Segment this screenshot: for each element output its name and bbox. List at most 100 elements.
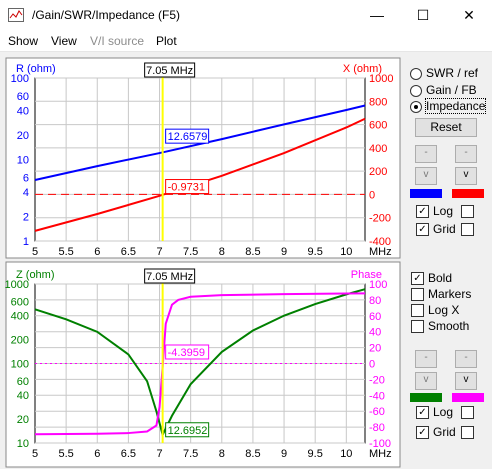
top-grid2-box[interactable] [461, 223, 474, 236]
bottom-marker-label-box [144, 268, 196, 284]
bottom-x-tick-label: 5.5 [58, 448, 73, 460]
top-grid-checkbox[interactable]: ✓ Grid [416, 222, 456, 237]
app-icon [8, 8, 24, 22]
z-color-swatch[interactable] [410, 393, 442, 402]
menu-bar: Show View V/I source Plot [0, 31, 492, 52]
markers-checkbox[interactable]: Markers [411, 287, 471, 302]
top-log-box[interactable]: ✓ [416, 205, 429, 219]
bottom-y-tick-label: 600 [11, 297, 29, 309]
z-shift-button[interactable]: v [415, 372, 437, 390]
bottom-y2-tick-label: -40 [369, 390, 385, 402]
x-color-swatch[interactable] [452, 189, 484, 198]
charts-area[interactable]: 5 5.5 6 6.5 7 7.5 8 8.5 9 9.5 10 MHz-400-2000200400… [0, 52, 405, 469]
bottom-y2-tick-label: -20 [369, 374, 385, 386]
phase-scale-up-button[interactable]: - [455, 350, 477, 368]
bottom-x-axis-label: MHz [369, 448, 392, 460]
radio-impedance[interactable]: Impedance [410, 98, 487, 114]
top-log2-box[interactable] [461, 205, 474, 218]
bold-checkbox[interactable]: ✓ Bold [411, 271, 453, 286]
maximize-icon[interactable]: ☐ [416, 7, 430, 23]
bottom-readout-value: 12.6952 [168, 425, 208, 437]
top-x-tick-label: 8.5 [245, 246, 260, 258]
radio-impedance-dot[interactable] [410, 100, 422, 113]
bottom-grid-box[interactable]: ✓ [416, 426, 429, 440]
x-shift-button[interactable]: v [455, 167, 477, 185]
bottom-grid-checkbox[interactable]: ✓ Grid [416, 425, 456, 440]
z-series-line [34, 288, 366, 438]
bottom-x-tick-label: 5 [32, 448, 38, 460]
top-y2-tick-label: 800 [369, 96, 387, 108]
top-y2-tick-label: -400 [369, 236, 391, 248]
bold-box[interactable]: ✓ [411, 272, 424, 286]
top-x-tick-label: 7 [156, 246, 162, 258]
logx-label: Log X [428, 303, 460, 317]
bottom-y2-tick-label: 100 [369, 279, 387, 291]
z-scale-up-button[interactable]: - [415, 350, 437, 368]
top-x-tick-label: 9 [281, 246, 287, 258]
top-grid-label: Grid [433, 222, 456, 236]
bottom-y-tick-label: 200 [11, 335, 29, 347]
bottom-y-tick-label: 20 [17, 414, 29, 426]
smooth-box[interactable] [411, 320, 424, 334]
smooth-checkbox[interactable]: Smooth [411, 319, 470, 334]
logx-checkbox[interactable]: Log X [411, 303, 460, 318]
top-x-tick-label: 5 [32, 246, 38, 258]
bottom-log-checkbox[interactable]: ✓ Log [416, 405, 454, 420]
top-y-tick-label: 60 [17, 91, 29, 103]
radio-gain-fb-dot[interactable] [410, 84, 422, 97]
bottom-y2-tick-label: 60 [369, 311, 381, 323]
r-series-line [34, 104, 366, 181]
smooth-label: Smooth [428, 319, 470, 333]
bottom-x-tick-label: 8 [219, 448, 225, 460]
radio-gain-fb[interactable]: Gain / FB [410, 83, 477, 97]
top-readout-box [165, 128, 210, 144]
markers-box[interactable] [411, 288, 424, 302]
radio-swr-ref[interactable]: SWR / ref [410, 66, 478, 80]
bottom-log-label: Log [433, 405, 454, 419]
top-y2-tick-label: 200 [369, 166, 387, 178]
bottom-log2-box[interactable] [461, 406, 474, 419]
top-plot-area [34, 77, 366, 242]
bottom-y2-tick-label: 80 [369, 295, 381, 307]
bottom-x-tick-label: 7 [156, 448, 162, 460]
r-shift-button[interactable]: v [415, 167, 437, 185]
bottom-x-tick-label: 7.5 [183, 448, 198, 460]
minimize-icon[interactable]: — [370, 7, 384, 23]
menu-view[interactable]: View [51, 34, 77, 48]
reset-button[interactable]: Reset [415, 118, 477, 137]
radio-impedance-label: Impedance [424, 98, 487, 114]
r-color-swatch[interactable] [410, 189, 442, 198]
top-x-tick-label: 8 [219, 246, 225, 258]
top-y-tick-label: 2 [23, 211, 29, 223]
logx-box[interactable] [411, 304, 424, 318]
top-log-checkbox[interactable]: ✓ Log [416, 204, 453, 219]
top-grid-box[interactable]: ✓ [416, 223, 429, 237]
bottom-y2-tick-label: 40 [369, 327, 381, 339]
x-scale-up-button[interactable]: - [455, 145, 477, 163]
bottom-x-tick-label: 9.5 [308, 448, 323, 460]
bottom-y2-tick-label: 0 [369, 359, 375, 371]
bold-label: Bold [428, 271, 453, 285]
top-y-axis-label: R (ohm) [16, 63, 56, 75]
phase-shift-button[interactable]: v [455, 372, 477, 390]
close-icon[interactable]: ✕ [463, 7, 475, 23]
title-bar: /Gain/SWR/Impedance (F5) — ☐ ✕ [0, 0, 492, 31]
r-scale-up-button[interactable]: - [415, 145, 437, 163]
bottom-y2-axis-label: Phase [351, 269, 382, 281]
top-y-tick-label: 40 [17, 105, 29, 117]
menu-vi-source[interactable]: V/I source [90, 34, 145, 48]
bottom-readout-box [165, 344, 210, 360]
top-y-tick-label: 1 [23, 236, 29, 248]
bottom-grid2-box[interactable] [461, 426, 474, 439]
radio-swr-ref-dot[interactable] [410, 67, 422, 80]
bottom-y-tick-label: 400 [11, 311, 29, 323]
top-y2-tick-label: 600 [369, 120, 387, 132]
top-x-tick-label: 9.5 [308, 246, 323, 258]
top-y-tick-label: 20 [17, 130, 29, 142]
menu-show[interactable]: Show [8, 34, 39, 48]
top-y2-tick-label: -200 [369, 213, 391, 225]
menu-plot[interactable]: Plot [156, 34, 177, 48]
bottom-y-tick-label: 1000 [5, 279, 29, 291]
phase-color-swatch[interactable] [452, 393, 484, 402]
bottom-log-box[interactable]: ✓ [416, 406, 429, 420]
